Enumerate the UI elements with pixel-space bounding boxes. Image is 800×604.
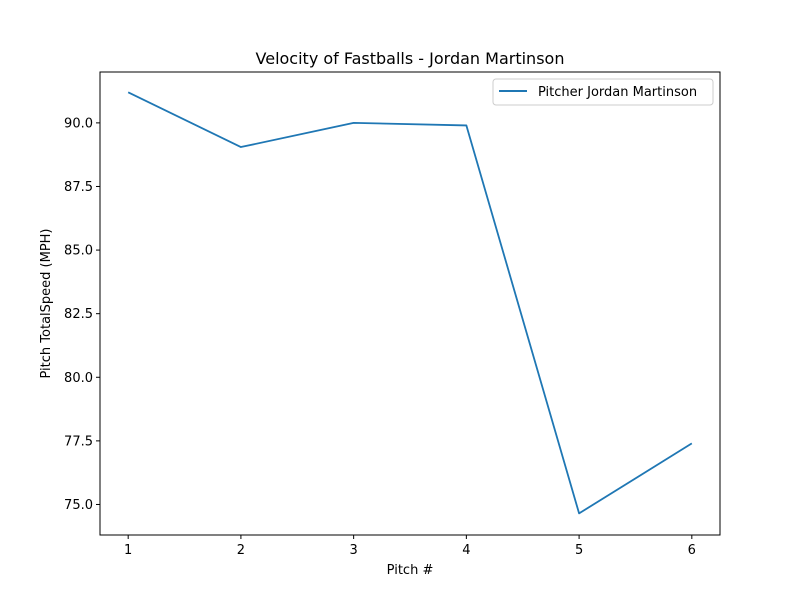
- y-tick-label: 87.5: [64, 180, 93, 195]
- x-tick-label: 3: [349, 543, 357, 558]
- series-lines: [127, 91, 693, 515]
- y-tick-label: 77.5: [64, 434, 93, 449]
- legend: Pitcher Jordan Martinson: [492, 78, 714, 106]
- legend-entry-label: Pitcher Jordan Martinson: [538, 85, 697, 100]
- y-tick-label: 90.0: [64, 116, 93, 131]
- y-tick-label: 85.0: [64, 244, 93, 259]
- x-tick-label: 5: [575, 543, 583, 558]
- x-tick-label: 6: [688, 543, 696, 558]
- x-axis-label: Pitch #: [387, 563, 434, 578]
- x-tick-label: 2: [237, 543, 245, 558]
- chart-title: Velocity of Fastballs - Jordan Martinson: [256, 49, 565, 68]
- x-axis-ticks: 1 2 3 4 5 6: [124, 535, 696, 558]
- plot-area-frame: [99, 71, 721, 536]
- x-tick-label: 1: [124, 543, 132, 558]
- y-tick-label: 75.0: [64, 498, 93, 513]
- legend-box: [492, 78, 714, 106]
- y-axis-ticks: 75.0 77.5 80.0 82.5 85.0 87.5 90.0: [64, 116, 100, 513]
- x-tick-label: 4: [462, 543, 470, 558]
- y-axis-label: Pitch TotalSpeed (MPH): [39, 228, 54, 378]
- y-tick-label: 80.0: [64, 371, 93, 386]
- y-tick-label: 82.5: [64, 307, 93, 322]
- series-line: [127, 91, 693, 515]
